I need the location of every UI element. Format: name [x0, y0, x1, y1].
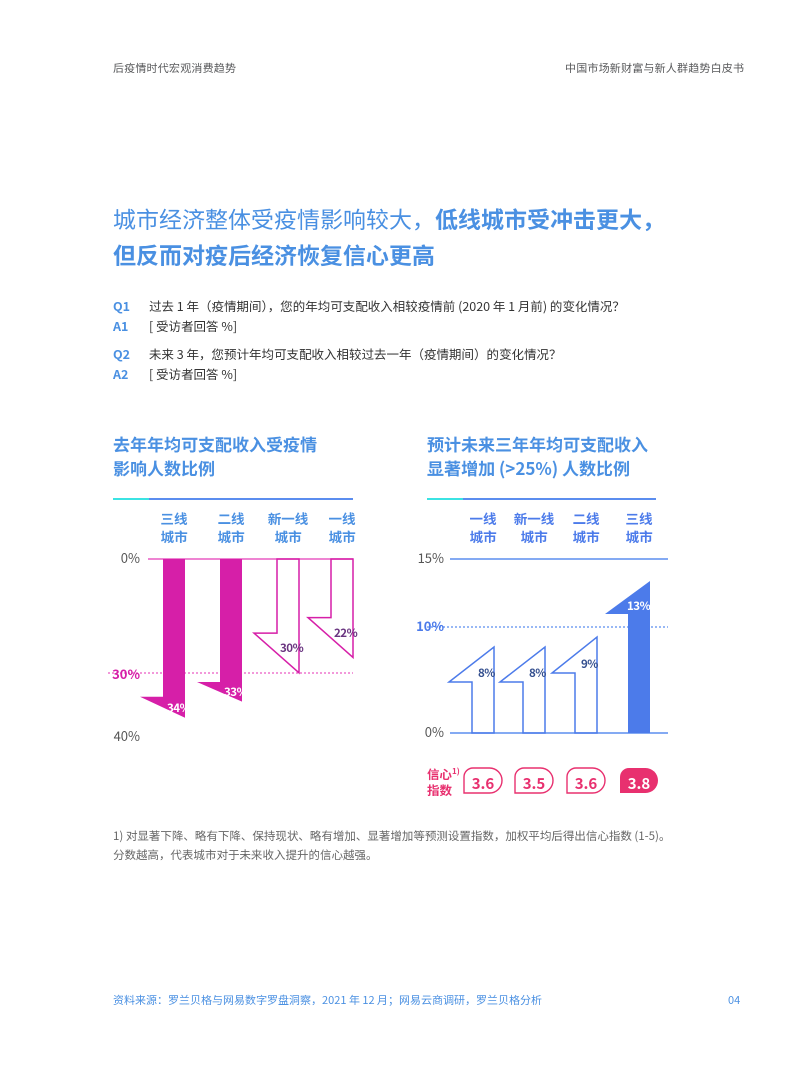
svg-text:3.8: 3.8 [628, 773, 651, 794]
svg-text:3.6: 3.6 [472, 773, 495, 794]
svg-text:3.5: 3.5 [523, 773, 546, 794]
svg-text:3.6: 3.6 [575, 773, 598, 794]
